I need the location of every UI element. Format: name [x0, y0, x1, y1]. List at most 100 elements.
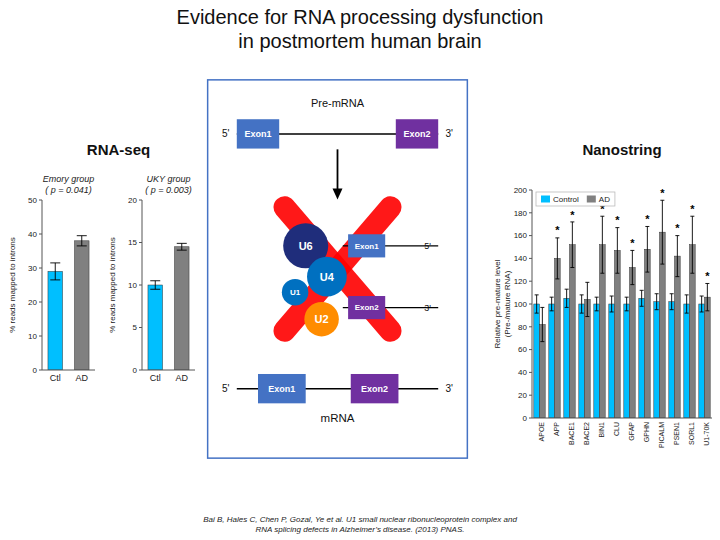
text-line: mRNA	[321, 412, 355, 424]
text-line: Evidence for RNA processing dysfunction	[177, 6, 544, 28]
error-bar	[645, 226, 649, 272]
y-tick-label: 80	[518, 323, 527, 332]
y-tick-label: 15	[128, 238, 137, 247]
y-tick-label: 40	[28, 230, 37, 239]
x-axis-line	[532, 418, 712, 419]
text-line: 0	[133, 366, 138, 375]
legend-swatch	[541, 196, 550, 203]
error-bar	[177, 243, 187, 250]
y-tick-label: 0	[523, 414, 528, 423]
y-tick	[39, 302, 42, 303]
error-bar	[685, 295, 689, 313]
x-axis-line	[142, 370, 195, 371]
text-line: *	[705, 270, 710, 282]
y-tick-label: 100	[514, 300, 528, 309]
text-line: ( p = 0.003)	[145, 185, 191, 195]
diagram-label: U1	[290, 288, 301, 297]
bar	[630, 268, 636, 418]
diagram-label: U6	[299, 240, 313, 252]
chart-root: Evidence for RNA processing dysfunctioni…	[0, 0, 720, 540]
x-tick-label: PICALM	[658, 422, 665, 448]
error-bar	[690, 216, 694, 273]
text-line: 80	[518, 323, 527, 332]
y-tick	[529, 190, 532, 191]
bar	[48, 271, 63, 370]
text-line: Emory group	[43, 174, 95, 184]
y-tick	[529, 395, 532, 396]
error-bar	[595, 297, 599, 311]
diagram-label: 3'	[446, 383, 454, 394]
y-tick-label: 20	[28, 298, 37, 307]
text-line: % reads mapped to introns	[8, 237, 17, 333]
text-line: 3'	[446, 383, 454, 394]
text-line: in postmortem human brain	[238, 30, 481, 52]
text-line: Exon2	[361, 384, 388, 394]
exon-box	[348, 296, 385, 319]
text-line: *	[690, 203, 695, 215]
diagram-label: Exon1	[244, 129, 271, 139]
text-line: *	[645, 213, 650, 225]
y-tick-label: 200	[514, 186, 528, 195]
y-tick-label: 140	[514, 254, 528, 263]
text-line: *	[570, 209, 575, 221]
y-tick-label: 0	[33, 366, 38, 375]
bar	[174, 247, 189, 370]
error-bar	[535, 295, 539, 313]
significance-mark: *	[615, 214, 620, 226]
bar	[699, 304, 705, 418]
x-tick-label: CLU	[613, 422, 620, 436]
text-line: APOE	[538, 422, 545, 442]
y-tick	[139, 242, 142, 243]
marks	[48, 236, 89, 370]
error-bar	[700, 296, 704, 312]
diagram-label: 5'	[222, 128, 230, 139]
x-tick-label: AD	[75, 373, 88, 383]
y-tick-label: 40	[518, 368, 527, 377]
y-tick-label: 10	[128, 281, 137, 290]
y-tick	[139, 370, 142, 371]
text-line: *	[555, 224, 560, 236]
text-line: 100	[514, 300, 528, 309]
error-bar	[705, 283, 709, 310]
text-line: Control	[553, 195, 579, 204]
y-tick	[529, 326, 532, 327]
error-bar	[580, 295, 584, 313]
text-line: 10	[128, 281, 137, 290]
diagram-label: Exon1	[268, 384, 295, 394]
text-line: AD	[175, 373, 188, 383]
text-line: Ctl	[50, 373, 61, 383]
x-tick-label: GFAP	[628, 422, 635, 441]
bar	[594, 304, 600, 418]
text-line: U1-70K	[703, 422, 710, 446]
bar	[705, 297, 711, 418]
x-tick-label: BACE1	[568, 422, 575, 445]
bar	[74, 241, 89, 370]
error-bar	[555, 238, 559, 279]
legend-frame	[536, 192, 615, 206]
snrnp-circle	[282, 279, 309, 306]
chart-title: Nanostring	[582, 141, 661, 158]
exon-box	[237, 119, 279, 148]
text-line: 15	[128, 238, 137, 247]
diagram-label: U4	[320, 271, 335, 283]
x-axis-line	[42, 370, 95, 371]
y-tick	[529, 258, 532, 259]
bar	[624, 304, 630, 418]
text-line: AD	[599, 195, 610, 204]
y-tick-label: 180	[514, 209, 528, 218]
text-line: BIN1	[598, 422, 605, 438]
legend-swatch	[587, 196, 596, 203]
x-tick-label: AD	[175, 373, 188, 383]
text-line: 5	[133, 323, 138, 332]
text-line: RNA-seq	[87, 141, 150, 158]
text-line: *	[675, 222, 680, 234]
text-line: 5'	[222, 128, 230, 139]
text-line: Pre-mRNA	[311, 97, 365, 109]
significance-mark: *	[660, 187, 665, 199]
error-bar	[570, 222, 574, 268]
y-tick-label: 20	[518, 391, 527, 400]
diagram-label: U2	[315, 313, 329, 325]
text-line: 40	[518, 368, 527, 377]
error-bar	[550, 297, 554, 311]
text-line: 20	[518, 391, 527, 400]
